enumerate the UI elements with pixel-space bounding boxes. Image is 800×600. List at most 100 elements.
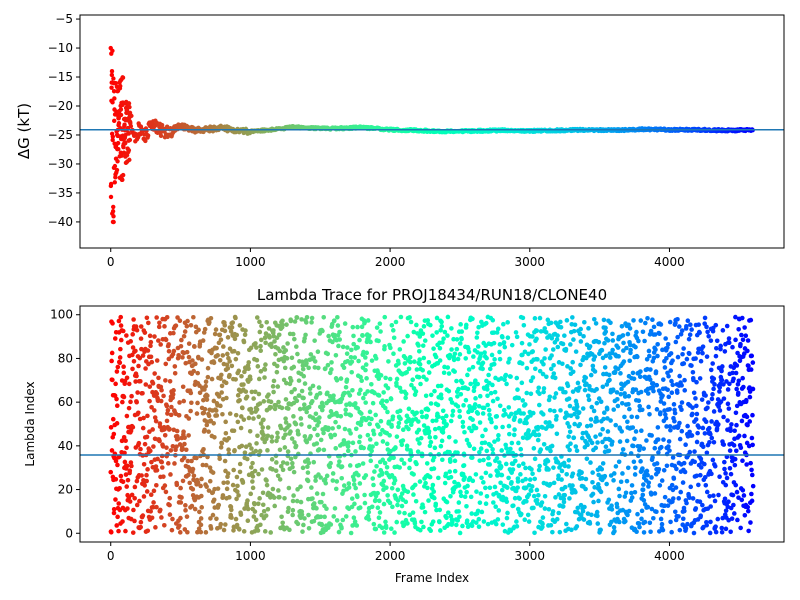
lambda-point [208,516,213,521]
lambda-point [691,530,697,536]
lambda-point [583,486,588,492]
lambda-point [610,347,615,353]
lambda-point [718,343,723,349]
lambda-point [537,315,543,321]
lambda-point [304,320,309,325]
lambda-point [142,483,147,488]
lambda-point [698,456,704,462]
lambda-point [160,444,166,449]
lambda-point [464,489,469,495]
lambda-point [333,419,338,425]
lambda-point [683,526,689,531]
dg-point [112,180,117,185]
lambda-point [481,519,487,524]
lambda-point [339,525,344,531]
lambda-point [492,389,498,395]
lambda-point [493,521,499,527]
lambda-point [524,390,530,396]
lambda-point [328,409,334,414]
lambda-point [139,346,144,352]
lambda-point [470,364,476,370]
lambda-point [665,345,670,351]
lambda-point [380,457,386,463]
lambda-point [652,445,658,451]
lambda-point [597,432,603,437]
lambda-point [514,519,519,524]
lambda-point [273,351,278,357]
lambda-point [606,448,612,454]
lambda-point [440,408,446,414]
lambda-point [295,521,301,527]
lambda-point [653,369,659,374]
lambda-point [149,515,155,521]
lambda-point [413,498,419,504]
lambda-point [444,499,450,505]
lambda-point [324,473,330,479]
lambda-point [497,356,503,362]
lambda-point [548,448,553,454]
lambda-point [120,328,126,334]
lambda-point [462,429,467,435]
lambda-point [567,403,573,409]
lambda-point [465,372,470,378]
lambda-point [398,314,404,320]
lambda-point [501,321,506,327]
lambda-point [426,429,432,434]
lambda-point [269,439,275,444]
lambda-point [353,449,358,454]
lambda-point [454,378,459,384]
lambda-point [452,351,458,357]
lambda-point [292,440,297,445]
lambda-point [516,395,522,401]
lambda-point [202,326,208,332]
lambda-point [626,401,631,407]
lambda-point [309,485,314,490]
lambda-point [440,457,445,463]
lambda-point [473,472,479,477]
lambda-point [200,462,206,468]
lambda-point [600,461,606,466]
lambda-point [718,399,724,404]
lambda-point [627,326,633,331]
lambda-point [734,403,740,409]
lambda-point [734,448,739,454]
lambda-point [433,354,439,360]
lambda-point [650,317,655,323]
lambda-point [384,465,390,470]
lambda-point [415,449,421,455]
lambda-point [694,379,699,385]
lambda-point [422,509,428,515]
lambda-point [428,392,434,398]
lambda-point [188,322,194,328]
lambda-point [522,402,528,407]
lambda-point [240,405,245,411]
lambda-point [268,399,274,405]
lambda-point [332,432,338,438]
lambda-point [411,492,416,497]
lambda-point [501,407,507,413]
lambda-point [432,388,437,394]
lambda-point [661,467,667,473]
lambda-point [677,527,683,533]
lambda-point [495,396,500,402]
dg-point [111,89,117,94]
lambda-point [541,441,547,447]
lambda-point [669,482,675,488]
lambda-point [479,319,484,325]
lambda-point [163,378,168,383]
lambda-point [508,374,513,379]
lambda-point [478,491,484,496]
lambda-point [679,328,685,333]
lambda-point [618,371,623,376]
lambda-point [574,404,580,410]
lambda-point [476,324,481,330]
lambda-point [720,515,725,521]
lambda-point [259,467,265,472]
lambda-point [190,466,196,472]
lambda-point [279,514,284,520]
lambda-point [661,401,667,406]
lambda-point [315,432,320,438]
lambda-point [416,427,422,433]
lambda-point [394,376,400,382]
lambda-point [438,327,443,333]
